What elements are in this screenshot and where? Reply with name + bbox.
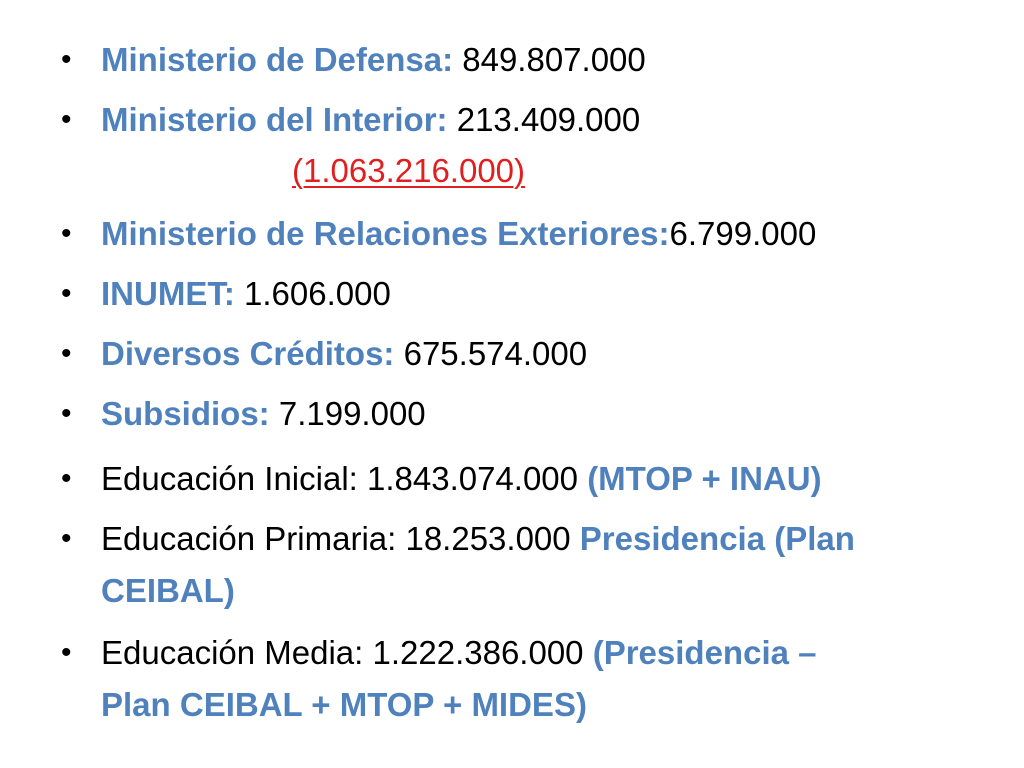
bullet: •: [61, 217, 72, 250]
item-value: 7.199.000: [269, 395, 426, 432]
item-label: Subsidios:: [101, 395, 270, 432]
item-note: (MTOP + INAU): [587, 460, 822, 497]
item-label: INUMET:: [101, 275, 235, 312]
item-note-continuation: CEIBAL): [101, 572, 235, 609]
item-label: Ministerio de Defensa:: [101, 41, 454, 78]
item-text: Ministerio del Interior: 213.409.000: [101, 93, 640, 147]
bullet: •: [61, 522, 72, 555]
bullet: •: [61, 462, 72, 495]
item-description: Educación Primaria: 18.253.000: [101, 520, 580, 557]
bullet: •: [61, 43, 72, 76]
item-note: (Presidencia –: [592, 634, 817, 671]
item-text: INUMET: 1.606.000: [101, 267, 391, 321]
item-text: Educación Media: 1.222.386.000 (Presiden…: [101, 626, 816, 680]
bullet: •: [61, 277, 72, 310]
item-text: Educación Primaria: 18.253.000 Presidenc…: [101, 512, 855, 566]
bullet: •: [61, 397, 72, 430]
item-text: Subsidios: 7.199.000: [101, 387, 426, 441]
item-label: Ministerio del Interior:: [101, 101, 448, 138]
item-note-continuation: Plan CEIBAL + MTOP + MIDES): [101, 686, 587, 723]
item-value: 1.606.000: [234, 275, 391, 312]
item-value: 675.574.000: [394, 335, 588, 372]
bullet: •: [61, 103, 72, 136]
list-item-educacion-primaria: • Educación Primaria: 18.253.000 Preside…: [61, 512, 991, 620]
item-description: Educación Inicial: 1.843.074.000: [101, 460, 588, 497]
item-description: Educación Media: 1.222.386.000: [101, 634, 593, 671]
bullet: •: [61, 337, 72, 370]
bullet: •: [61, 636, 72, 669]
item-text: Educación Inicial: 1.843.074.000 (MTOP +…: [101, 452, 822, 506]
list-item-educacion-media: • Educación Media: 1.222.386.000 (Presid…: [61, 626, 991, 734]
item-label: Diversos Créditos:: [101, 335, 395, 372]
item-value: 213.409.000: [447, 101, 641, 138]
item-text: Ministerio de Defensa: 849.807.000: [101, 33, 646, 87]
subtotal-value: (1.063.216.000): [292, 152, 526, 189]
item-label: Ministerio de Relaciones Exteriores:: [101, 215, 670, 252]
item-value: 6.799.000: [669, 215, 817, 252]
item-text: Ministerio de Relaciones Exteriores:6.79…: [101, 207, 816, 261]
item-value: 849.807.000: [453, 41, 646, 78]
item-text: Diversos Créditos: 675.574.000: [101, 327, 587, 381]
item-note: Presidencia (Plan: [579, 520, 855, 557]
